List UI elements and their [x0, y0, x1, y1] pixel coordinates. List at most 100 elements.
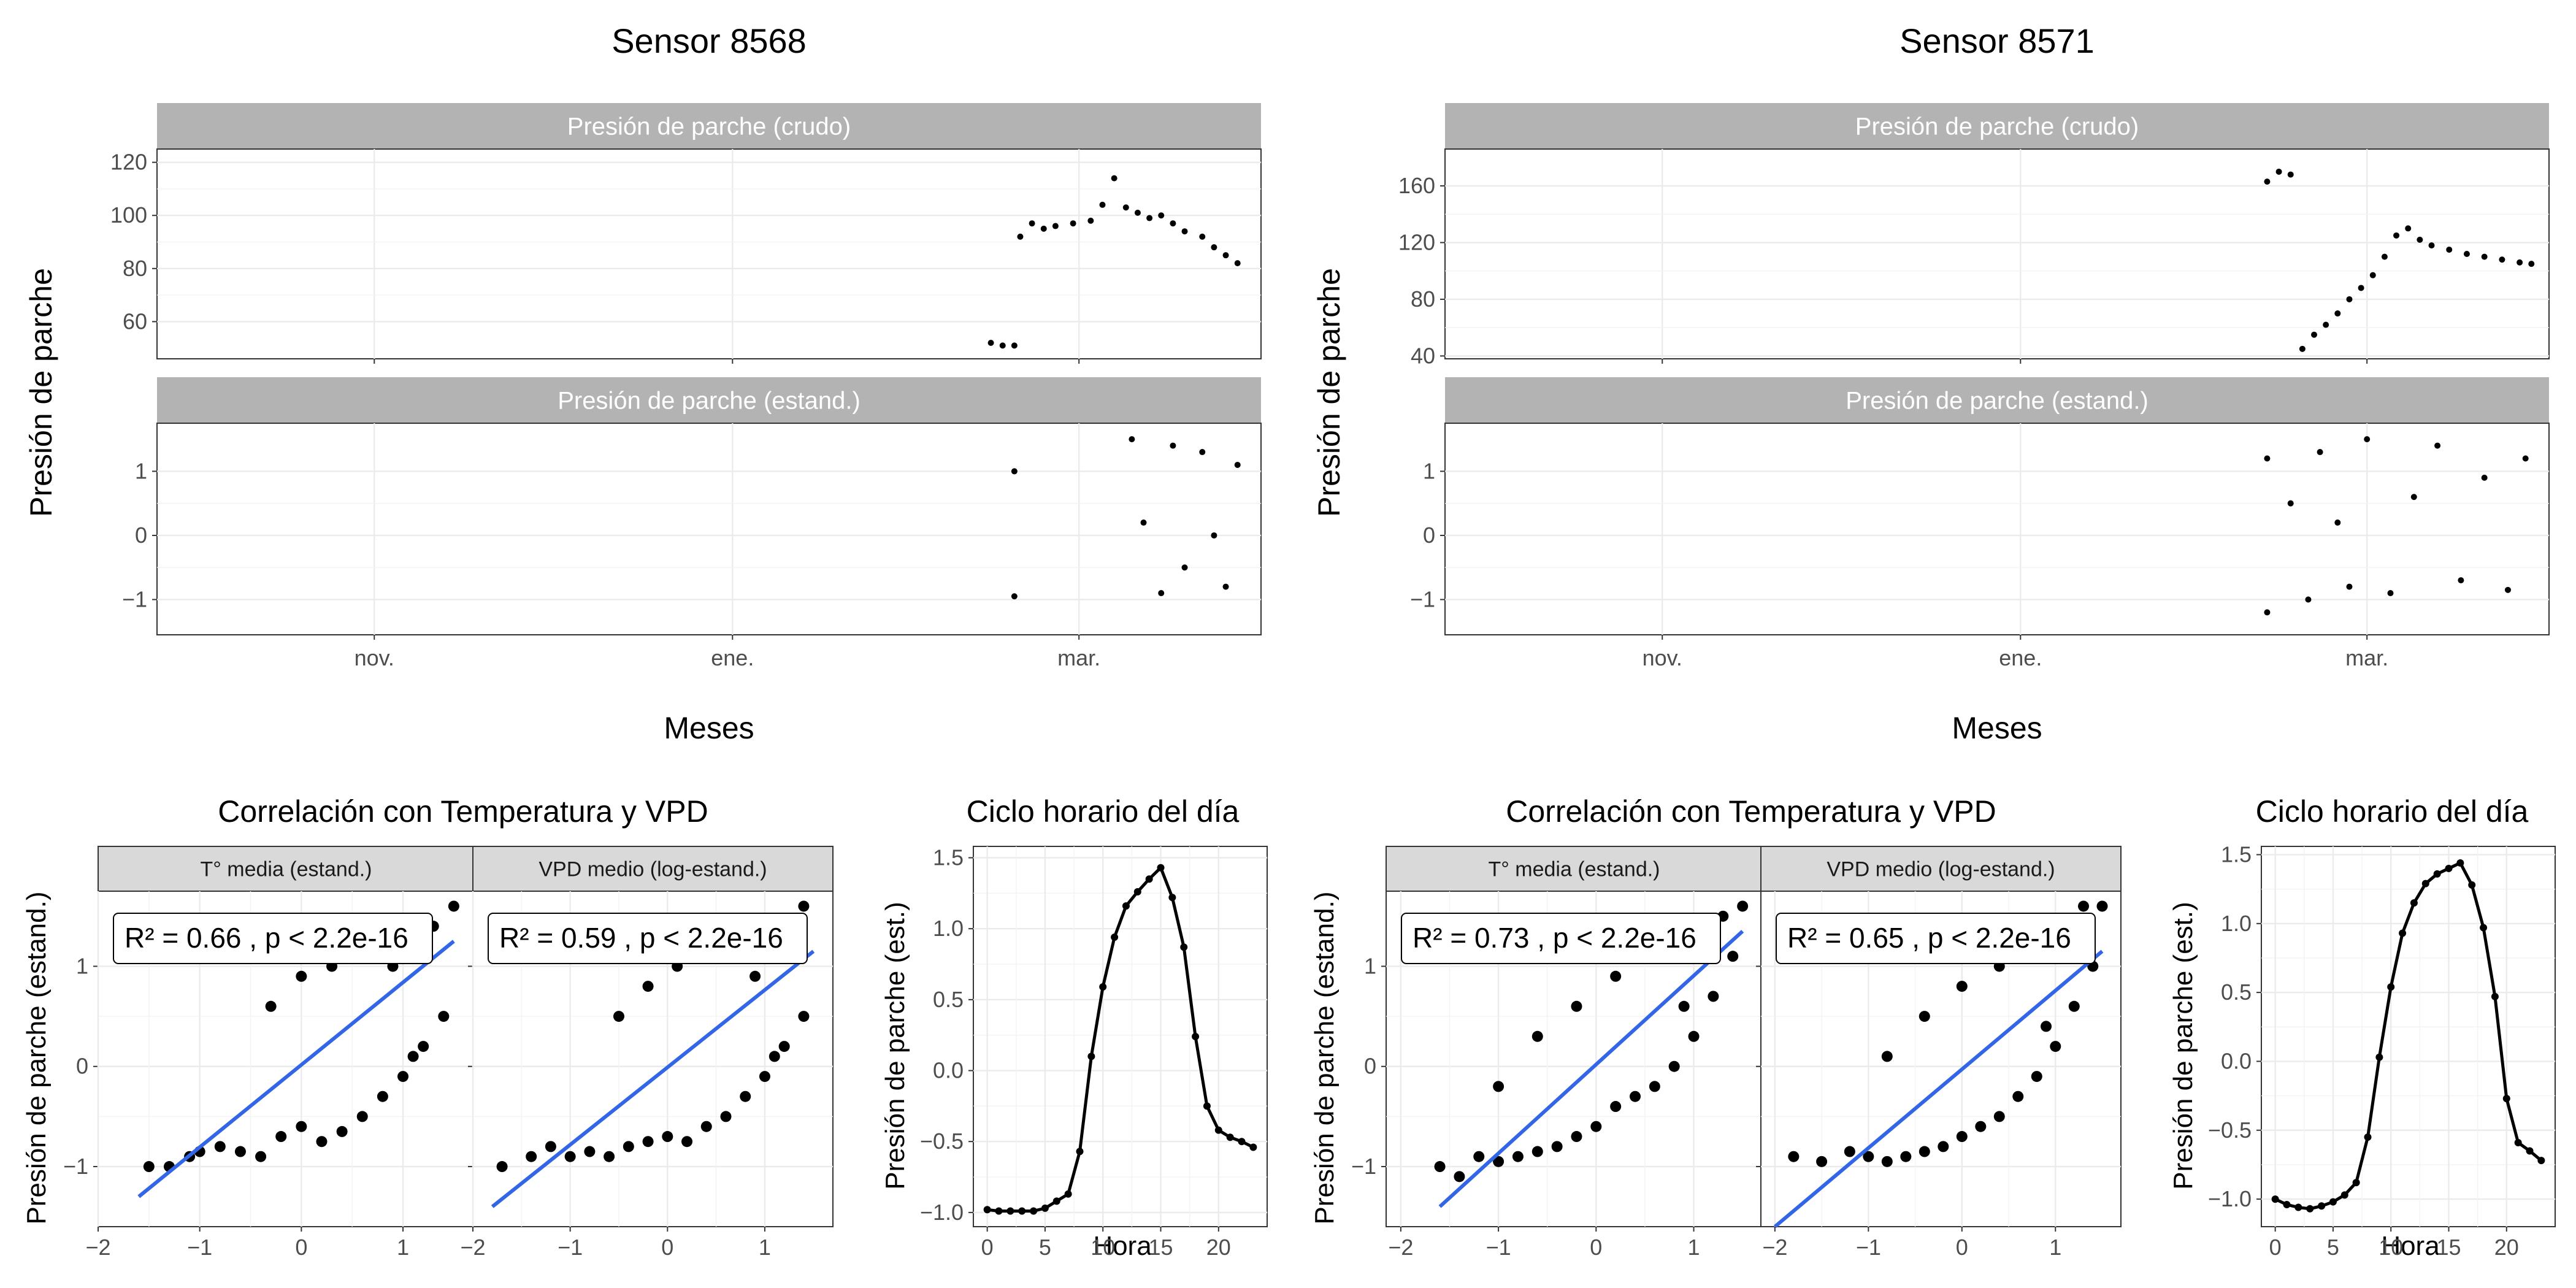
ts-std-right-xtick-label: mar. [2345, 645, 2388, 670]
hour-cycle-left-point [1064, 1190, 1072, 1198]
ts-raw-right-point [2311, 331, 2318, 338]
hour-cycle-left-point [1041, 1204, 1049, 1212]
hour-cycle-right-ytick-label: −1.0 [2208, 1186, 2252, 1211]
corr-temp-right-point [1610, 1101, 1622, 1113]
hour-cycle-left-point [1111, 933, 1119, 941]
hour-cycle-left-ytick-label: 0.0 [933, 1058, 964, 1083]
ts-std-right-point [2504, 586, 2511, 593]
ts-std-right-point [2287, 500, 2294, 507]
corr-vpd-right-point [2096, 900, 2108, 912]
ts-std-left-point [1199, 449, 1206, 456]
corr-vpd-left-point [681, 1136, 693, 1148]
corr-vpd-right-point [1956, 1131, 1968, 1143]
corr-temp-left-strip-label: T° media (estand.) [200, 858, 372, 881]
corr-temp-right-point [1630, 1091, 1641, 1102]
ts-std-right-point [2317, 449, 2323, 456]
corr-temp-left-point [296, 1121, 307, 1132]
ts-raw-left-ytick-label: 120 [110, 150, 147, 175]
ts-raw-left-ytick-label: 60 [123, 309, 147, 334]
corr-temp-right-annotation: R² = 0.73 , p < 2.2e-16 [1413, 922, 1696, 954]
corr-temp-right-point [1454, 1171, 1465, 1183]
corr-vpd-left-point [749, 970, 761, 982]
ts-raw-left-point [1134, 209, 1141, 216]
hour-ylabel-right: Presión de parche (est.) [2168, 902, 2198, 1190]
ts-std-left-xtick-label: mar. [1057, 645, 1100, 670]
ts-xlabel-left: Meses [664, 711, 754, 745]
corr-temp-right-fit-line [1438, 930, 1744, 1208]
ts-std-left-point [1158, 590, 1165, 597]
hour-cycle-left-point [1133, 888, 1141, 896]
corr-temp-right-point [1688, 1030, 1700, 1042]
corr-temp-right-point [1708, 991, 1719, 1002]
corr-vpd-left-point [496, 1161, 508, 1173]
hour-cycle-left-xtick-label: 0 [981, 1235, 994, 1260]
hour-cycle-left-point [1249, 1143, 1257, 1151]
corr-temp-left-point [143, 1161, 155, 1173]
corr-vpd-left-xtick-label: 1 [759, 1235, 771, 1260]
hour-cycle-right-xtick-label: 20 [2494, 1235, 2519, 1260]
ts-raw-right-point [2334, 310, 2341, 317]
corr-temp-left-xtick-label: −2 [85, 1235, 110, 1260]
corr-vpd-left-point [700, 1121, 712, 1132]
hour-title-right: Ciclo horario del día [2256, 794, 2529, 829]
corr-vpd-right-point [1938, 1141, 1949, 1152]
ts-raw-left-point [1111, 175, 1117, 182]
ts-std-right-point [2346, 583, 2353, 590]
ts-std-left-strip-label: Presión de parche (estand.) [558, 388, 861, 415]
ts-raw-left-point [1122, 204, 1129, 211]
ts-xlabel-right: Meses [1952, 711, 2042, 745]
ts-std-left-ytick-label: 0 [135, 523, 147, 548]
ts-std-left-point [1011, 593, 1018, 600]
corr-vpd-right-point [2031, 1071, 2042, 1083]
corr-vpd-right-point [1900, 1151, 1912, 1162]
ts-raw-left-point [1146, 215, 1153, 221]
corr-vpd-right-point [1993, 1111, 2005, 1122]
corr-vpd-left-point [623, 1141, 634, 1152]
hour-cycle-right-point [2375, 1053, 2383, 1061]
sensor-title-left: Sensor 8568 [611, 21, 807, 60]
hour-cycle-left-xtick-label: 15 [1148, 1235, 1173, 1260]
corr-vpd-right-point [1844, 1146, 1855, 1157]
ts-ylabel-right: Presión de parche [1312, 268, 1346, 517]
ts-raw-right-point [2517, 259, 2523, 266]
ts-ylabel-left: Presión de parche [24, 268, 58, 517]
corr-temp-left-ytick-label: 1 [76, 953, 88, 978]
ts-std-right-xtick-label: nov. [1643, 645, 1682, 670]
ts-raw-right-point [2499, 256, 2505, 263]
ts-raw-left-point [1222, 252, 1229, 259]
hour-xlabel-right: Hora [2381, 1231, 2440, 1261]
ts-std-right-point [2522, 455, 2529, 462]
sensor-title-right: Sensor 8571 [1899, 21, 2095, 60]
ts-raw-left-point [1040, 225, 1047, 232]
corr-temp-right-point [1678, 1000, 1690, 1012]
corr-temp-right-xtick-label: −1 [1486, 1235, 1511, 1260]
ts-raw-right-point [2405, 225, 2412, 232]
ts-raw-left-ytick-label: 80 [123, 256, 147, 281]
corr-vpd-right-fit-line [1773, 949, 2104, 1229]
corr-vpd-right-point [1919, 1146, 1930, 1157]
corr-ylabel-right: Presión de parche (estand.) [1309, 892, 1340, 1225]
hour-cycle-right-point [2491, 992, 2499, 1000]
ts-raw-right-ytick-label: 40 [1411, 343, 1435, 368]
ts-raw-right-point [2299, 345, 2306, 352]
hour-cycle-right-ytick-label: 0.5 [2221, 979, 2252, 1005]
ts-std-left-point [1211, 532, 1217, 539]
corr-temp-left-point [296, 970, 307, 982]
ts-std-right-point [2264, 455, 2271, 462]
corr-temp-right-ytick-label: 1 [1364, 953, 1376, 978]
ts-raw-left-point [999, 342, 1006, 349]
ts-raw-right-strip-bg [1445, 103, 2549, 149]
ts-raw-left-point [1052, 223, 1059, 229]
corr-temp-right-xtick-label: 0 [1590, 1235, 1602, 1260]
corr-vpd-left-point [642, 981, 654, 992]
ts-std-right-xtick-label: ene. [1999, 645, 2042, 670]
ts-raw-right-strip-label: Presión de parche (crudo) [1855, 113, 2139, 140]
corr-vpd-right-point [1788, 1151, 1800, 1162]
corr-vpd-left-point [604, 1151, 615, 1162]
corr-temp-right-point [1610, 970, 1622, 982]
ts-raw-right-point [2358, 285, 2364, 291]
corr-vpd-right-point [2050, 1041, 2061, 1052]
corr-vpd-left-point [564, 1151, 576, 1162]
corr-temp-left-point [265, 1000, 277, 1012]
